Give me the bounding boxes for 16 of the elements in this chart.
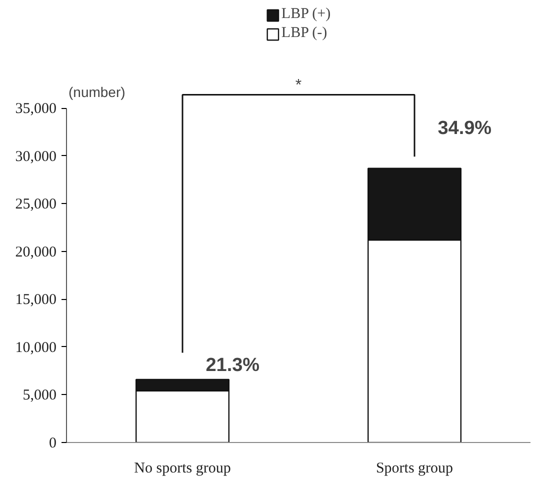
- x-tick-label: No sports group: [134, 460, 231, 476]
- y-tick-label: 25,000: [15, 196, 56, 213]
- y-tick-label: 35,000: [15, 101, 56, 118]
- y-tick-label: 5,000: [22, 388, 56, 404]
- y-axis-title: (number): [68, 84, 126, 100]
- y-tick-label: 15,000: [15, 292, 56, 308]
- y-tick-label: 20,000: [15, 244, 56, 260]
- x-tick-label: Sports group: [376, 460, 454, 476]
- y-tick-label: 10,000: [15, 340, 56, 356]
- legend-label: LBP (+): [281, 6, 331, 23]
- legend-label: LBP (-): [281, 25, 328, 42]
- y-tick-label: 30,000: [15, 148, 56, 165]
- annotation: 21.3%: [206, 354, 260, 376]
- text: *: [295, 76, 302, 94]
- annotation: 34.9%: [438, 118, 492, 139]
- y-tick-label: 0: [49, 436, 56, 452]
